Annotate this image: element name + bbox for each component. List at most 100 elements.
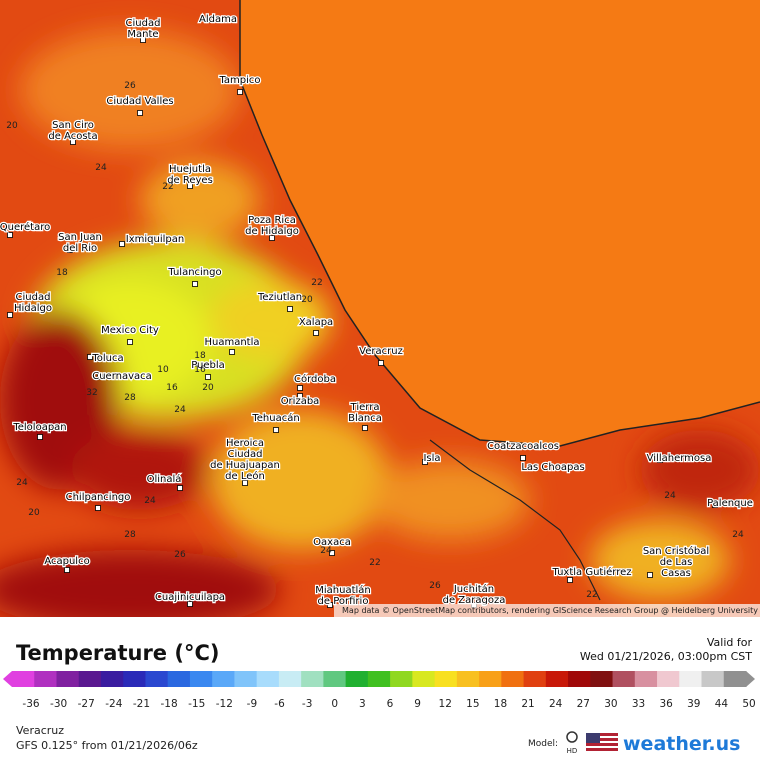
city-label: San Cristóbal <box>643 545 709 557</box>
city-label: Teziutlan <box>257 292 302 303</box>
model-label: Model: <box>528 739 558 749</box>
colorbar-arrow-left <box>3 671 12 687</box>
city-marker <box>137 110 143 116</box>
colorbar-swatch <box>234 671 258 687</box>
city-label: Chilpancingo <box>66 492 131 503</box>
contour-label: 20 <box>6 121 18 131</box>
colorbar-tick-label: -36 <box>22 698 39 710</box>
colorbar-swatch <box>301 671 324 687</box>
hd-icon <box>566 731 578 743</box>
colorbar-swatch <box>412 671 436 687</box>
colorbar-tick-label: 50 <box>742 698 755 710</box>
colorbar-swatch <box>501 671 525 687</box>
colorbar-swatch <box>568 671 591 687</box>
colorbar-tick-label: -3 <box>302 698 312 710</box>
contour-label: 22 <box>369 558 380 568</box>
colorbar-arrow-right <box>746 671 755 687</box>
city-label: Cuernavaca <box>92 371 152 382</box>
city-marker <box>70 139 76 145</box>
colorbar-tick-label: 15 <box>466 698 479 710</box>
city-marker <box>273 427 279 433</box>
colorbar-swatch <box>278 671 302 687</box>
colorbar-swatch <box>345 671 369 687</box>
attribution-bg <box>334 604 760 617</box>
city-label: Ciudad Valles <box>106 96 173 107</box>
colorbar-swatch <box>612 671 636 687</box>
city-label: Acapulco <box>44 556 89 567</box>
colorbar-swatch <box>523 671 547 687</box>
city-label: Puebla <box>191 360 225 371</box>
contour-label: 28 <box>124 393 136 403</box>
gulf-of-mexico <box>240 0 760 446</box>
city-marker <box>205 374 211 380</box>
colorbar-swatch <box>323 671 347 687</box>
city-marker <box>204 17 210 23</box>
colorbar-swatch <box>723 671 747 687</box>
city-marker <box>177 485 183 491</box>
colorbar-tick-label: -21 <box>133 698 150 710</box>
city-marker <box>269 235 275 241</box>
colorbar-tick-label: 39 <box>687 698 700 710</box>
city-marker <box>647 572 653 578</box>
city-label: Tampico <box>218 75 260 86</box>
city-label: Heroica <box>226 438 264 449</box>
contour-label: 24 <box>144 496 156 506</box>
city-label: Teloloapan <box>12 422 66 433</box>
colorbar-swatch <box>167 671 191 687</box>
city-label: Huamantla <box>204 337 259 348</box>
colorbar-tick-label: 3 <box>359 698 366 710</box>
contour-label: 16 <box>194 365 206 375</box>
title: Temperature (°C) <box>16 641 219 665</box>
contour-label: 24 <box>95 163 107 173</box>
legend: Temperature (°C) Valid for Wed 01/21/202… <box>3 636 756 755</box>
city-marker <box>87 354 93 360</box>
city-label: Córdoba <box>294 373 336 385</box>
colorbar-swatch <box>100 671 124 687</box>
colorbar-swatch <box>212 671 235 687</box>
colorbar-tick-label: 30 <box>604 698 617 710</box>
city-label: Tierra <box>350 402 380 413</box>
contour-label: 22 <box>311 278 322 288</box>
city-marker <box>567 577 573 583</box>
city-label: Miahuatlán <box>315 584 371 596</box>
city-marker <box>127 339 133 345</box>
city-label: Blanca <box>348 413 382 424</box>
city-label: Tulancingo <box>167 267 221 278</box>
city-label: de Reyes <box>167 175 213 186</box>
city-label: San Juan <box>58 232 102 243</box>
city-marker <box>242 480 248 486</box>
colorbar-swatch <box>367 671 391 687</box>
city-marker <box>287 306 293 312</box>
colorbar-tick-label: 24 <box>549 698 563 710</box>
colorbar-tick-label: -9 <box>247 698 257 710</box>
city-label: Casas <box>661 568 691 579</box>
contour-label: 24 <box>664 491 676 501</box>
colorbar-swatch <box>634 671 658 687</box>
colorbar-tick-label: -30 <box>50 698 67 710</box>
colorbar-tick-label: 21 <box>521 698 534 710</box>
colorbar-swatch <box>390 671 413 687</box>
city-marker <box>64 567 70 573</box>
contour-label: 16 <box>166 383 178 393</box>
city-label: Huejutla <box>169 164 211 175</box>
contour-label: 26 <box>429 581 441 591</box>
city-label: Palenque <box>707 498 753 509</box>
city-label: Aldama <box>199 14 237 25</box>
colorbar-swatch <box>123 671 146 687</box>
colorbar-swatch <box>78 671 102 687</box>
colorbar-tick-label: 44 <box>715 698 729 710</box>
city-label: del Rio <box>63 243 97 254</box>
city-marker <box>378 360 384 366</box>
colorbar-tick-label: 6 <box>387 698 394 710</box>
state-border <box>429 439 601 601</box>
city-label: Coatzacoalcos <box>487 441 559 452</box>
colorbar-tick-label: -27 <box>78 698 95 710</box>
city-marker <box>95 505 101 511</box>
colorbar-swatch <box>145 671 169 687</box>
colorbar-tick-label: -6 <box>274 698 285 710</box>
city-label: Toluca <box>91 353 123 364</box>
city-label: Veracruz <box>359 346 403 357</box>
contour-label: 22 <box>162 182 173 192</box>
colorbar-tick-label: 9 <box>414 698 421 710</box>
